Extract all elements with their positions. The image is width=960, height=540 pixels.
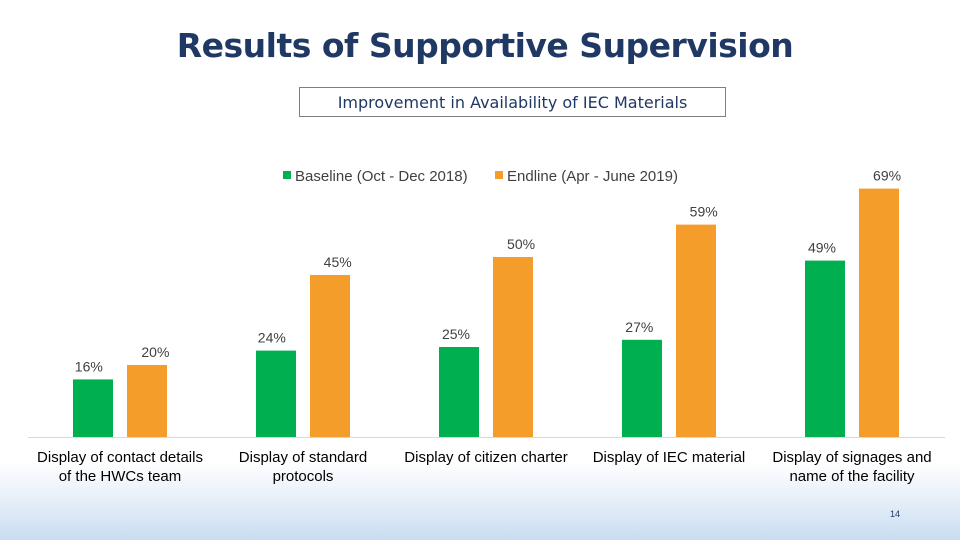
data-label-baseline-1: 16% bbox=[75, 358, 103, 374]
legend-swatch-endline bbox=[495, 171, 503, 179]
bar-baseline-2 bbox=[256, 350, 296, 437]
data-label-endline-2: 45% bbox=[324, 254, 352, 270]
bar-baseline-1 bbox=[73, 379, 113, 437]
data-label-baseline-2: 24% bbox=[258, 330, 286, 346]
category-label-1-line-2: of the HWCs team bbox=[59, 468, 182, 485]
data-label-endline-4: 59% bbox=[690, 204, 718, 220]
category-label-3-line-1: Display of citizen charter bbox=[404, 449, 567, 466]
category-label-1-line-1: Display of contact details bbox=[37, 449, 203, 466]
bar-endline-5 bbox=[859, 188, 899, 437]
bar-baseline-4 bbox=[622, 339, 662, 437]
chart-subtitle: Improvement in Availability of IEC Mater… bbox=[337, 92, 688, 112]
data-label-endline-5: 69% bbox=[873, 168, 901, 184]
category-label-2-line-1: Display of standard bbox=[239, 449, 367, 466]
legend-swatch-baseline bbox=[283, 171, 291, 179]
chart-subtitle-box: Improvement in Availability of IEC Mater… bbox=[299, 87, 726, 117]
data-label-endline-3: 50% bbox=[507, 236, 535, 252]
bar-endline-3 bbox=[493, 257, 533, 437]
legend-label-baseline: Baseline (Oct - Dec 2018) bbox=[295, 168, 468, 185]
page-number: 14 bbox=[890, 509, 901, 519]
data-label-endline-1: 20% bbox=[141, 344, 169, 360]
bar-endline-1 bbox=[127, 365, 167, 437]
slide-title: Results of Supportive Supervision bbox=[176, 26, 794, 65]
bar-endline-4 bbox=[676, 224, 716, 437]
footer-gradient bbox=[0, 462, 960, 540]
data-label-baseline-3: 25% bbox=[442, 326, 470, 342]
bar-baseline-3 bbox=[439, 347, 479, 437]
bar-baseline-5 bbox=[805, 260, 845, 437]
legend-label-endline: Endline (Apr - June 2019) bbox=[507, 168, 678, 185]
category-label-4-line-1: Display of IEC material bbox=[593, 449, 746, 466]
bar-endline-2 bbox=[310, 275, 350, 437]
data-label-baseline-4: 27% bbox=[625, 319, 653, 335]
data-label-baseline-5: 49% bbox=[808, 240, 836, 256]
category-label-2-line-2: protocols bbox=[273, 468, 334, 485]
category-label-5-line-2: name of the facility bbox=[789, 468, 915, 485]
category-label-5-line-1: Display of signages and bbox=[772, 449, 931, 466]
